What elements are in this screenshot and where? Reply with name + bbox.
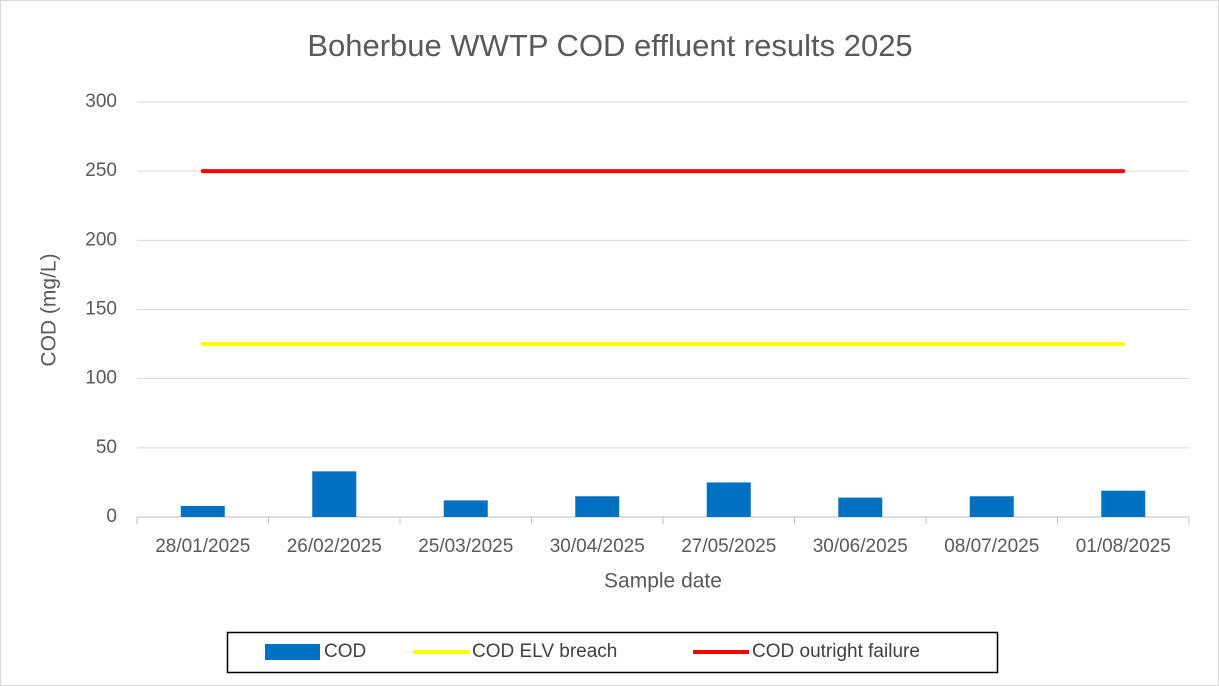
- bar: [312, 471, 357, 517]
- y-tick-label: 150: [85, 299, 117, 320]
- x-tick-label: 01/08/2025: [1076, 536, 1171, 557]
- bar: [838, 497, 883, 517]
- x-tick-label: 25/03/2025: [418, 536, 513, 557]
- y-tick-label: 300: [85, 91, 117, 112]
- bar: [969, 496, 1014, 517]
- bar: [180, 505, 225, 517]
- y-tick-label: 100: [85, 368, 117, 389]
- y-axis-title: COD (mg/L): [38, 253, 61, 366]
- bar: [575, 496, 620, 517]
- x-tick-label: 28/01/2025: [155, 536, 250, 557]
- legend-label: COD: [324, 641, 366, 662]
- x-tick-label: 26/02/2025: [287, 536, 382, 557]
- x-tick-label: 27/05/2025: [681, 536, 776, 557]
- y-tick-label: 200: [85, 229, 117, 250]
- legend-label: COD ELV breach: [472, 641, 617, 662]
- chart-title: Boherbue WWTP COD effluent results 2025: [307, 28, 912, 63]
- bar: [706, 482, 751, 517]
- x-tick-label: 30/04/2025: [550, 536, 645, 557]
- legend-box: [226, 631, 999, 674]
- y-tick-label: 250: [85, 160, 117, 181]
- x-axis-title: Sample date: [604, 570, 722, 593]
- x-tick-label: 08/07/2025: [944, 536, 1039, 557]
- legend-swatch: [265, 644, 320, 660]
- bar: [443, 500, 488, 517]
- legend-label: COD outright failure: [752, 641, 920, 662]
- y-tick-label: 0: [106, 506, 117, 527]
- bar: [1101, 490, 1146, 517]
- x-tick-label: 30/06/2025: [813, 536, 908, 557]
- y-tick-label: 50: [96, 437, 117, 458]
